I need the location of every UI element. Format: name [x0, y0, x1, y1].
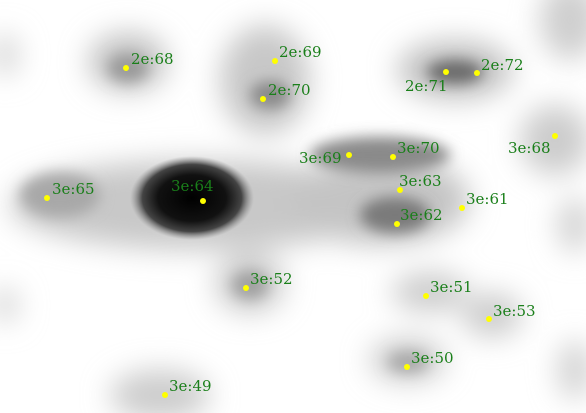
- source-marker: [459, 205, 465, 211]
- source-label: 3e:69: [299, 149, 342, 167]
- source-marker: [423, 293, 429, 299]
- source-label: 3e:63: [399, 172, 442, 190]
- source-labels: 2e:68 2e:69 2e:70 2e:71 2e:72 3e:68 3e:69 3e:70…: [52, 43, 551, 395]
- source-marker: [394, 221, 400, 227]
- source-marker: [200, 198, 206, 204]
- source-label: 3e:68: [508, 139, 551, 157]
- source-label: 3e:62: [400, 206, 443, 224]
- source-marker: [404, 364, 410, 370]
- source-label: 2e:70: [268, 81, 311, 99]
- source-marker: [44, 195, 50, 201]
- source-marker: [243, 285, 249, 291]
- source-marker: [552, 133, 558, 139]
- source-marker: [260, 96, 266, 102]
- source-label: 2e:69: [279, 43, 322, 61]
- source-label: 2e:68: [131, 50, 174, 68]
- source-marker: [162, 392, 168, 398]
- emission-cores: [20, 54, 483, 372]
- source-label: 2e:72: [481, 56, 524, 74]
- source-label: 3e:53: [493, 302, 536, 320]
- source-marker: [443, 69, 449, 75]
- source-marker: [486, 316, 492, 322]
- source-marker: [123, 65, 129, 71]
- source-label: 3e:65: [52, 180, 95, 198]
- source-marker: [346, 152, 352, 158]
- source-label: 3e:51: [430, 278, 473, 296]
- source-label: 3e:61: [466, 190, 509, 208]
- source-marker: [474, 70, 480, 76]
- source-marker: [397, 187, 403, 193]
- source-label: 3e:49: [169, 377, 212, 395]
- source-label: 2e:71: [405, 77, 448, 95]
- source-label: 3e:52: [250, 270, 293, 288]
- bright-core: [130, 156, 254, 240]
- source-label: 3e:64: [171, 177, 214, 195]
- source-marker: [390, 154, 396, 160]
- source-marker: [272, 58, 278, 64]
- source-markers: [44, 58, 558, 398]
- source-label: 3e:70: [397, 139, 440, 157]
- source-label: 3e:50: [411, 349, 454, 367]
